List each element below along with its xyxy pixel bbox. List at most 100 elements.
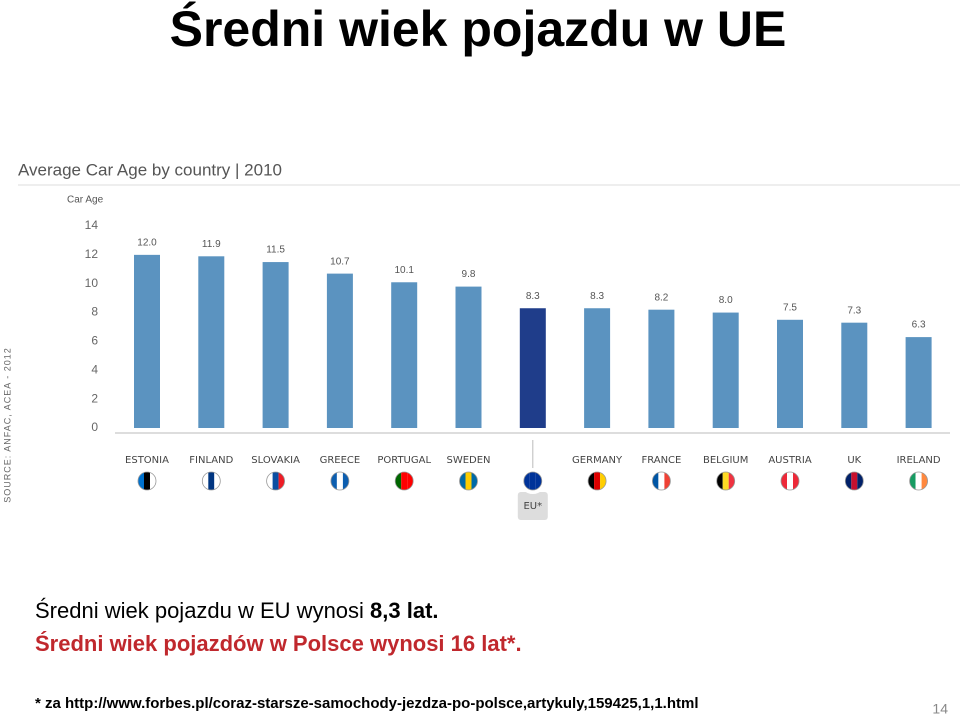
bar bbox=[326, 273, 353, 428]
bar bbox=[134, 254, 160, 428]
flag-stripe bbox=[266, 472, 273, 490]
page-number: 14 bbox=[932, 701, 948, 717]
flag-stripe bbox=[658, 472, 665, 490]
eu-box bbox=[517, 492, 548, 520]
flag-stripe bbox=[781, 472, 787, 490]
flag-stripe bbox=[787, 472, 793, 490]
flag-stripe bbox=[594, 472, 601, 490]
flag-ring bbox=[905, 468, 932, 494]
text-part: Średni wiek pojazdu w EU wynosi bbox=[35, 598, 370, 623]
x-tick-label: IRELAND bbox=[897, 455, 941, 466]
flag-stripe bbox=[535, 472, 542, 490]
flag-edge bbox=[137, 471, 157, 491]
flag-stripe bbox=[722, 472, 729, 490]
flag-ring bbox=[777, 468, 803, 494]
flag-stripe bbox=[395, 472, 402, 490]
bar bbox=[905, 337, 932, 428]
bar bbox=[519, 308, 546, 428]
flag-stripe bbox=[407, 472, 414, 490]
bar bbox=[777, 319, 803, 428]
flag-stripe bbox=[915, 472, 922, 490]
y-axis-label: Car Age bbox=[67, 195, 104, 206]
flag-ring bbox=[648, 468, 675, 494]
y-tick-label: 8 bbox=[91, 305, 98, 319]
flag-stripe bbox=[336, 472, 343, 490]
flag-stripe bbox=[202, 472, 209, 490]
flag-stripe bbox=[459, 472, 466, 490]
flag-ring bbox=[391, 468, 418, 494]
bar bbox=[648, 309, 675, 428]
flag-stripe bbox=[529, 472, 536, 490]
flag-edge bbox=[266, 471, 286, 491]
x-tick-label: ESTONIA bbox=[125, 455, 169, 466]
y-tick-label: 0 bbox=[91, 420, 98, 434]
bar bbox=[584, 308, 611, 428]
flag-stripe bbox=[342, 472, 349, 490]
y-tick-label: 12 bbox=[85, 247, 99, 261]
value-label: 8.0 bbox=[719, 295, 733, 306]
x-tick-label: BELGIUM bbox=[703, 455, 748, 466]
flag-ring bbox=[584, 468, 611, 494]
flag-stripe bbox=[144, 472, 150, 490]
value-label: 10.1 bbox=[394, 265, 414, 276]
flag-stripe bbox=[138, 472, 144, 490]
flag-stripe bbox=[401, 472, 408, 490]
flag-stripe bbox=[272, 472, 279, 490]
flag-edge bbox=[909, 471, 928, 491]
flag-edge bbox=[587, 471, 607, 491]
flag-edge bbox=[652, 471, 671, 491]
flag-stripe bbox=[909, 472, 916, 490]
flag-ring bbox=[326, 468, 353, 494]
flag-stripe bbox=[471, 472, 478, 490]
bar bbox=[391, 282, 418, 428]
flag-edge bbox=[523, 471, 543, 491]
flag-stripe bbox=[857, 472, 864, 490]
x-tick-label: SLOVAKIA bbox=[251, 455, 300, 466]
value-label: 8.3 bbox=[526, 291, 540, 302]
bar bbox=[841, 322, 868, 428]
flag-stripe bbox=[214, 472, 221, 490]
flag-edge bbox=[780, 471, 800, 491]
x-tick-label: FRANCE bbox=[641, 455, 681, 466]
flag-stripe bbox=[208, 472, 215, 490]
chart-title: Average Car Age by country | 2010 bbox=[18, 160, 282, 179]
x-tick-label: AUSTRIA bbox=[768, 455, 812, 466]
x-tick-label: GREECE bbox=[320, 455, 361, 466]
flag-stripe bbox=[465, 472, 472, 490]
value-label: 12.0 bbox=[137, 237, 157, 248]
flag-stripe bbox=[728, 472, 735, 490]
flag-stripe bbox=[851, 472, 858, 490]
bar bbox=[198, 256, 225, 428]
value-label: 8.3 bbox=[590, 291, 604, 302]
flag-edge bbox=[394, 471, 414, 491]
flag-stripe bbox=[588, 472, 595, 490]
x-tick-label: UK bbox=[847, 455, 861, 466]
text-line: Średni wiek pojazdów w Polsce wynosi 16 … bbox=[35, 631, 522, 656]
bar bbox=[262, 262, 289, 428]
flag-edge bbox=[844, 471, 864, 491]
flag-stripe bbox=[716, 472, 723, 490]
value-label: 11.9 bbox=[202, 239, 221, 250]
value-label: 11.5 bbox=[266, 245, 285, 256]
x-tick-label: FINLAND bbox=[189, 455, 233, 466]
slide-title: Średni wiek pojazdu w UE bbox=[170, 1, 787, 57]
flag-stripe bbox=[330, 472, 337, 490]
flag-stripe bbox=[600, 472, 607, 490]
flag-ring bbox=[712, 468, 739, 494]
flag-ring bbox=[841, 468, 868, 494]
text-line: Średni wiek pojazdu w EU wynosi 8,3 lat. bbox=[35, 598, 439, 623]
y-tick-label: 6 bbox=[91, 334, 98, 348]
x-tick-label: GERMANY bbox=[572, 455, 623, 466]
flag-stripe bbox=[278, 472, 285, 490]
source: SOURCE: ANFAC, ACEA - 2012 bbox=[2, 347, 12, 503]
flag-stripe bbox=[845, 472, 852, 490]
flag-edge bbox=[716, 471, 736, 491]
flag-stripe bbox=[150, 472, 156, 490]
flag-edge bbox=[330, 471, 350, 491]
x-tick-label: SWEDEN bbox=[446, 455, 490, 466]
flag-ring bbox=[455, 468, 482, 494]
flag-ring bbox=[198, 468, 225, 494]
flag-stripe bbox=[652, 472, 659, 490]
flag-stripe bbox=[523, 472, 530, 490]
